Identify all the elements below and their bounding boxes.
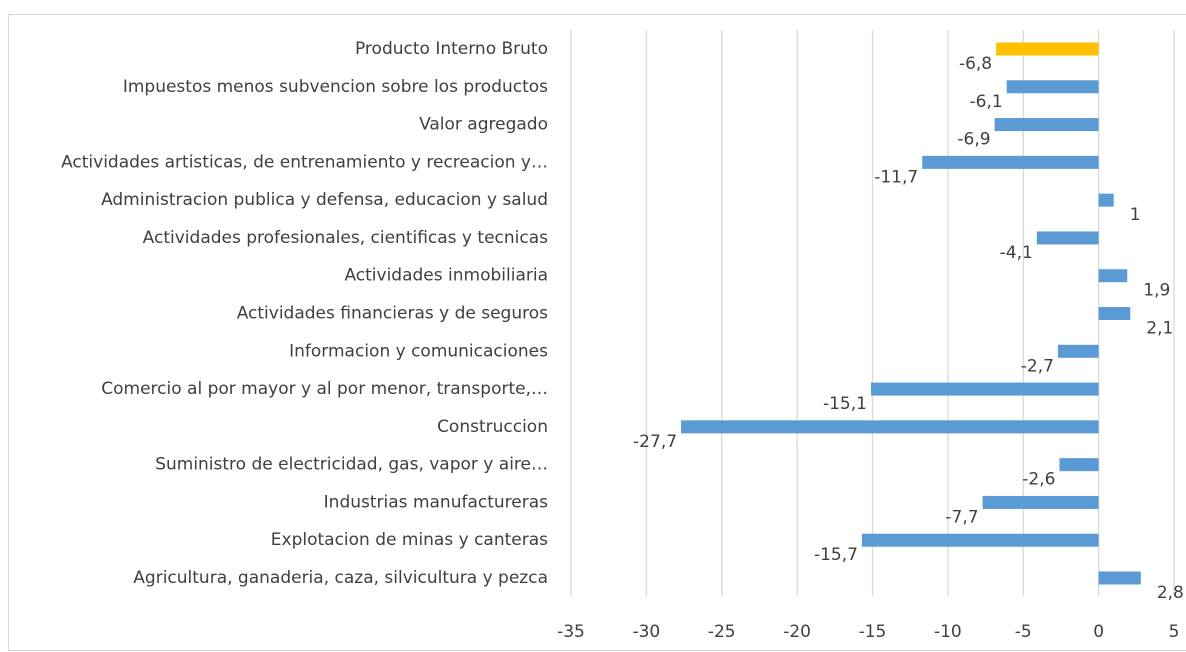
bar xyxy=(996,42,1099,56)
bar xyxy=(1006,80,1099,94)
chart-frame xyxy=(8,14,1186,651)
y-tick-label: Explotacion de minas y canteras xyxy=(271,530,548,550)
y-tick-label: Administracion publica y defensa, educac… xyxy=(101,190,548,210)
y-tick-label: Valor agregado xyxy=(419,115,548,135)
bar xyxy=(982,495,1099,509)
bar xyxy=(1059,458,1099,472)
bar xyxy=(994,118,1099,132)
x-tick-label: -15 xyxy=(859,622,887,642)
bar xyxy=(681,420,1099,434)
y-tick-label: Comercio al por mayor y al por menor, tr… xyxy=(101,379,548,399)
y-tick-label: Actividades financieras y de seguros xyxy=(237,304,548,324)
y-tick-label: Impuestos menos subvencion sobre los pro… xyxy=(123,77,548,97)
bar xyxy=(1098,307,1131,320)
value-label: -2,7 xyxy=(1021,356,1054,376)
value-label: -6,8 xyxy=(959,54,992,74)
value-label: -6,1 xyxy=(969,92,1002,112)
x-tick-label: 0 xyxy=(1093,622,1104,642)
bar xyxy=(1098,193,1114,207)
y-tick-label: Actividades profesionales, cientificas y… xyxy=(143,228,548,248)
x-tick-label: -5 xyxy=(1015,622,1032,642)
value-label: 2,1 xyxy=(1146,319,1173,339)
x-tick-label: -20 xyxy=(783,622,811,642)
value-label: -6,9 xyxy=(957,130,990,150)
value-label: 2,8 xyxy=(1157,583,1184,603)
value-label: -2,6 xyxy=(1022,470,1055,490)
value-label: -7,7 xyxy=(945,507,978,527)
value-label: 1,9 xyxy=(1143,281,1170,301)
bar xyxy=(861,533,1099,547)
x-tick-label: -35 xyxy=(557,622,585,642)
bar xyxy=(870,382,1099,396)
y-tick-label: Construccion xyxy=(437,417,548,437)
bar xyxy=(1098,571,1141,585)
y-tick-label: Suministro de electricidad, gas, vapor y… xyxy=(155,455,548,475)
bar xyxy=(922,155,1099,169)
value-label: -15,7 xyxy=(814,545,858,565)
value-label: -11,7 xyxy=(874,167,918,187)
value-label: 1 xyxy=(1130,205,1141,225)
y-tick-label: Industrias manufactureras xyxy=(324,492,548,512)
bar xyxy=(1036,231,1099,245)
x-tick-label: -25 xyxy=(708,622,736,642)
bar xyxy=(1098,269,1128,283)
x-tick-label: -10 xyxy=(934,622,962,642)
bar xyxy=(1057,344,1099,358)
x-tick-label: 5 xyxy=(1169,622,1180,642)
value-label: -27,7 xyxy=(633,432,677,452)
value-label: -4,1 xyxy=(1000,243,1033,263)
value-label: -15,1 xyxy=(823,394,867,414)
y-tick-label: Informacion y comunicaciones xyxy=(289,341,548,361)
y-tick-label: Actividades inmobiliaria xyxy=(344,266,548,286)
x-tick-label: -30 xyxy=(632,622,660,642)
y-tick-label: Producto Interno Bruto xyxy=(355,39,548,59)
y-tick-label: Actividades artisticas, de entrenamiento… xyxy=(61,152,548,172)
y-tick-label: Agricultura, ganaderia, caza, silvicultu… xyxy=(133,568,548,588)
